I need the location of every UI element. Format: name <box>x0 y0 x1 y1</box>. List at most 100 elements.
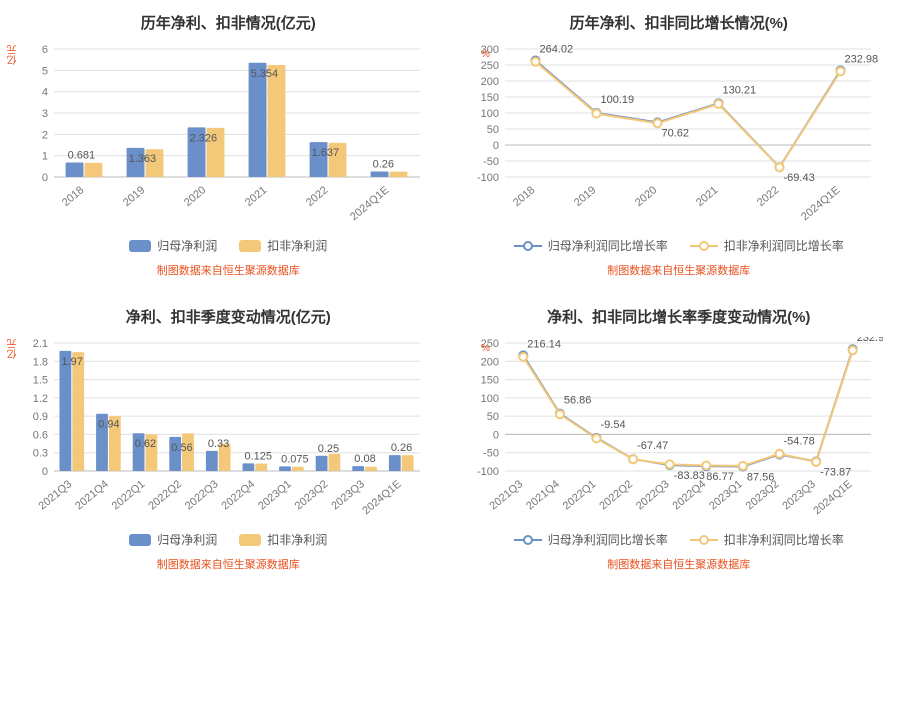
svg-text:2022Q2: 2022Q2 <box>146 478 184 512</box>
svg-text:2018: 2018 <box>510 184 536 209</box>
svg-text:0.26: 0.26 <box>373 158 394 170</box>
svg-text:50: 50 <box>486 411 498 423</box>
svg-text:5: 5 <box>42 65 48 77</box>
svg-text:200: 200 <box>480 356 498 368</box>
panel-quarterly-growth: 净利、扣非同比增长率季度变动情况(%) -100 -50 0 50 100 150 200 2… <box>463 306 896 572</box>
svg-text:5.354: 5.354 <box>251 68 279 80</box>
svg-text:%: % <box>481 343 490 354</box>
svg-text:-100: -100 <box>476 466 498 478</box>
legend-label: 扣非净利润同比增长率 <box>724 237 844 254</box>
chart3-ylabel: 亿元 <box>6 339 21 359</box>
svg-text:2020: 2020 <box>632 184 658 209</box>
svg-text:2022Q4: 2022Q4 <box>220 478 258 512</box>
chart1-title: 历年净利、扣非情况(亿元) <box>12 12 445 33</box>
svg-text:100: 100 <box>480 393 498 405</box>
legend-label: 扣非净利润 <box>267 531 327 548</box>
svg-text:100: 100 <box>480 108 498 120</box>
svg-text:0.33: 0.33 <box>208 438 229 450</box>
chart3-plot: 00.30.60.91.21.51.82.11.972021Q30.942021… <box>12 337 432 517</box>
svg-text:3: 3 <box>42 108 48 120</box>
chart-grid: 历年净利、扣非情况(亿元) 亿元 01234560.68120181.36320… <box>12 12 895 572</box>
legend-label: 归母净利润 <box>157 237 217 254</box>
svg-text:1.8: 1.8 <box>33 356 48 368</box>
svg-text:-100: -100 <box>476 172 498 184</box>
svg-text:50: 50 <box>486 124 498 136</box>
chart4-plot: -100-50050100150200250%216.1456.86-9.54-… <box>463 337 883 517</box>
svg-text:2022Q1: 2022Q1 <box>110 478 148 512</box>
svg-text:0: 0 <box>42 466 48 478</box>
svg-text:2022Q4: 2022Q4 <box>670 478 708 512</box>
svg-text:0.26: 0.26 <box>391 442 412 454</box>
svg-text:150: 150 <box>480 375 498 387</box>
svg-text:2021: 2021 <box>243 184 269 209</box>
svg-text:2021: 2021 <box>693 184 719 209</box>
chart2-legend: 归母净利润同比增长率 扣非净利润同比增长率 <box>463 237 896 254</box>
panel-annual-profit: 历年净利、扣非情况(亿元) 亿元 01234560.68120181.36320… <box>12 12 445 278</box>
svg-text:-69.43: -69.43 <box>783 172 814 184</box>
svg-text:232.98: 232.98 <box>856 337 882 344</box>
legend-label: 归母净利润同比增长率 <box>548 237 668 254</box>
svg-text:0.62: 0.62 <box>135 438 156 450</box>
svg-text:0.3: 0.3 <box>33 448 48 460</box>
svg-text:0.94: 0.94 <box>98 419 119 431</box>
svg-text:200: 200 <box>480 76 498 88</box>
svg-text:2022: 2022 <box>304 184 330 209</box>
legend-label: 扣非净利润同比增长率 <box>724 531 844 548</box>
svg-text:250: 250 <box>480 60 498 72</box>
svg-text:2024Q1E: 2024Q1E <box>799 184 842 223</box>
svg-text:2024Q1E: 2024Q1E <box>348 184 391 223</box>
svg-text:1.97: 1.97 <box>61 356 82 368</box>
chart1-source: 制图数据来自恒生聚源数据库 <box>12 262 445 278</box>
svg-text:0.681: 0.681 <box>68 149 96 161</box>
svg-text:0.25: 0.25 <box>318 443 339 455</box>
svg-text:2022: 2022 <box>754 184 780 209</box>
svg-text:6: 6 <box>42 44 48 56</box>
svg-text:264.02: 264.02 <box>539 44 573 56</box>
svg-text:-9.54: -9.54 <box>600 419 625 431</box>
chart3-title: 净利、扣非季度变动情况(亿元) <box>12 306 445 327</box>
svg-text:232.98: 232.98 <box>844 53 878 65</box>
svg-text:2023Q1: 2023Q1 <box>707 478 745 512</box>
svg-text:2019: 2019 <box>121 184 147 209</box>
svg-text:2022Q1: 2022Q1 <box>560 478 598 512</box>
panel-annual-growth: 历年净利、扣非同比增长情况(%) -100-500501001502002503… <box>463 12 896 278</box>
svg-text:2021Q4: 2021Q4 <box>73 478 111 512</box>
svg-text:-50: -50 <box>483 448 499 460</box>
chart1-ylabel: 亿元 <box>6 45 21 65</box>
chart4-legend: 归母净利润同比增长率 扣非净利润同比增长率 <box>463 531 896 548</box>
panel-quarterly-profit: 净利、扣非季度变动情况(亿元) 亿元 00.30.60.91.21.51.82.… <box>12 306 445 572</box>
svg-text:216.14: 216.14 <box>527 338 561 350</box>
chart4-title: 净利、扣非同比增长率季度变动情况(%) <box>463 306 896 327</box>
svg-text:2020: 2020 <box>182 184 208 209</box>
legend-label: 扣非净利润 <box>267 237 327 254</box>
chart2-source: 制图数据来自恒生聚源数据库 <box>463 262 896 278</box>
svg-text:2019: 2019 <box>571 184 597 209</box>
svg-text:0.56: 0.56 <box>171 442 192 454</box>
svg-text:1.637: 1.637 <box>312 147 340 159</box>
svg-text:2024Q1E: 2024Q1E <box>811 478 854 517</box>
svg-text:2022Q3: 2022Q3 <box>183 478 221 512</box>
legend-label: 归母净利润 <box>157 531 217 548</box>
svg-text:-73.87: -73.87 <box>820 466 851 478</box>
svg-text:-50: -50 <box>483 156 499 168</box>
svg-text:1.5: 1.5 <box>33 375 48 387</box>
chart3-legend: 归母净利润 扣非净利润 <box>12 531 445 548</box>
svg-text:0.9: 0.9 <box>33 411 48 423</box>
svg-text:2: 2 <box>42 129 48 141</box>
svg-text:4: 4 <box>42 87 48 99</box>
svg-text:2.326: 2.326 <box>190 132 218 144</box>
svg-text:2021Q3: 2021Q3 <box>487 478 525 512</box>
chart2-title: 历年净利、扣非同比增长情况(%) <box>463 12 896 33</box>
chart1-plot: 0 1 2 3 4 5 6 0.681 2018 1.363 2019 2.326 2020 5.354 2… <box>12 43 432 223</box>
svg-text:100.19: 100.19 <box>600 94 634 106</box>
svg-text:2023Q2: 2023Q2 <box>293 478 331 512</box>
svg-text:2022Q3: 2022Q3 <box>633 478 671 512</box>
svg-text:0: 0 <box>42 172 48 184</box>
svg-text:1: 1 <box>42 151 48 163</box>
svg-text:2018: 2018 <box>60 184 86 209</box>
svg-text:56.86: 56.86 <box>563 395 591 407</box>
svg-text:0.08: 0.08 <box>354 453 375 465</box>
svg-text:0: 0 <box>492 429 498 441</box>
svg-text:0.6: 0.6 <box>33 429 48 441</box>
svg-text:1.363: 1.363 <box>129 153 157 165</box>
